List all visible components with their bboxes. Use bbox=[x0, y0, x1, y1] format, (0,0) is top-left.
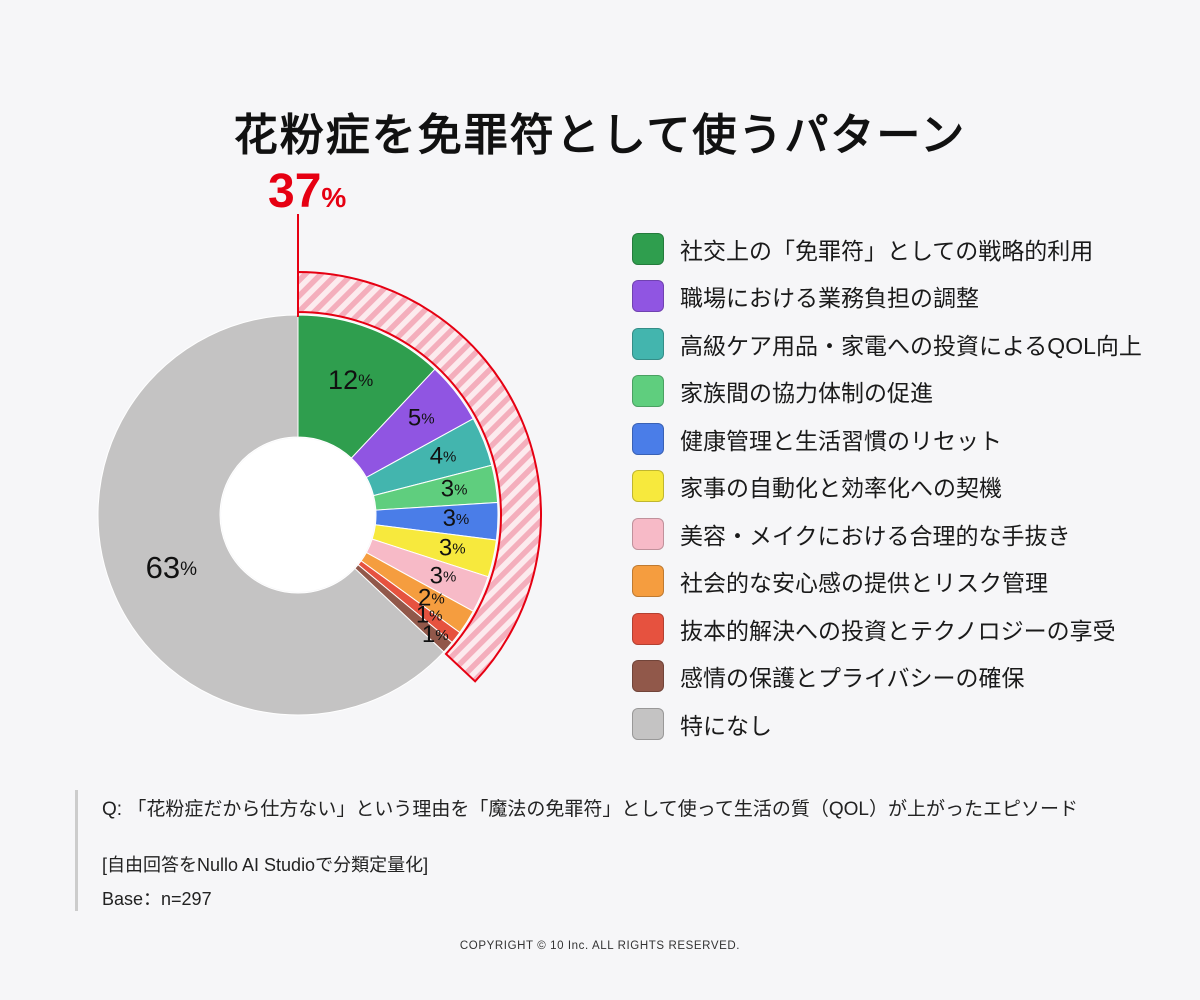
legend-swatch-6 bbox=[632, 517, 664, 550]
survey-method: [自由回答をNullo AI Studioで分類定量化] bbox=[102, 855, 429, 875]
legend-label-5: 家事の自動化と効率化への契機 bbox=[680, 475, 1002, 502]
legend-item-0: 社交上の「免罪符」としての戦略的利用 bbox=[632, 225, 1172, 273]
legend-swatch-4 bbox=[632, 422, 664, 455]
legend-swatch-5 bbox=[632, 470, 664, 503]
legend-item-8: 抜本的解決への投資とテクノロジーの享受 bbox=[632, 605, 1172, 653]
highlight-hatched-arc bbox=[297, 270, 542, 683]
donut-slices bbox=[97, 314, 499, 716]
legend-label-0: 社交上の「免罪符」としての戦略的利用 bbox=[680, 237, 1094, 264]
legend-label-9: 感情の保護とプライバシーの確保 bbox=[680, 665, 1025, 692]
slice-label-3: 3% bbox=[441, 476, 468, 503]
donut-slice-10 bbox=[97, 314, 445, 716]
legend-swatch-2 bbox=[632, 327, 664, 360]
legend-label-10: 特になし bbox=[680, 712, 772, 739]
chart-legend: 社交上の「免罪符」としての戦略的利用 職場における業務負担の調整高級ケア用品・家電… bbox=[632, 225, 1172, 748]
slice-label-1: 5% bbox=[408, 405, 435, 432]
legend-swatch-3 bbox=[632, 375, 664, 408]
footer-notes: Q: 「花粉症だから仕方ない」という理由を「魔法の免罪符」として使って生活の質（… bbox=[75, 790, 1102, 911]
legend-swatch-1 bbox=[632, 280, 664, 313]
slice-percent-labels: 12%5%4%3%3%3%3%2%1%1%63% bbox=[146, 365, 470, 648]
slice-label-2: 4% bbox=[430, 443, 457, 470]
legend-item-2: 高級ケア用品・家電への投資によるQOL向上 bbox=[632, 320, 1172, 368]
legend-label-1: 職場における業務負担の調整 bbox=[680, 285, 979, 312]
survey-question: Q: 「花粉症だから仕方ない」という理由を「魔法の免罪符」として使って生活の質（… bbox=[102, 799, 1078, 820]
slice-label-5: 3% bbox=[439, 535, 466, 562]
legend-item-7: 社会的な安心感の提供とリスク管理 bbox=[632, 558, 1172, 606]
legend-swatch-9 bbox=[632, 660, 664, 693]
highlight-percent-unit: % bbox=[321, 182, 347, 213]
legend-item-9: 感情の保護とプライバシーの確保 bbox=[632, 653, 1172, 701]
legend-swatch-0 bbox=[632, 232, 664, 265]
slice-label-7: 2% bbox=[418, 585, 445, 612]
donut-hole bbox=[221, 438, 375, 592]
legend-item-3: 家族間の協力体制の促進 bbox=[632, 368, 1172, 416]
highlight-percent-value: 37 bbox=[268, 165, 322, 218]
legend-swatch-10 bbox=[632, 707, 664, 740]
legend-swatch-7 bbox=[632, 565, 664, 598]
survey-base: Base：n=297 bbox=[102, 889, 212, 909]
donut-slice-0 bbox=[297, 314, 436, 459]
legend-label-2: 高級ケア用品・家電への投資によるQOL向上 bbox=[680, 332, 1142, 359]
slice-label-4: 3% bbox=[443, 505, 470, 532]
legend-item-1: 職場における業務負担の調整 bbox=[632, 273, 1172, 321]
page-title: 花粉症を免罪符として使うパターン bbox=[233, 111, 967, 161]
legend-swatch-8 bbox=[632, 612, 664, 645]
copyright-line: COPYRIGHT © 10 Inc. ALL RIGHTS RESERVED. bbox=[459, 940, 741, 952]
legend-item-6: 美容・メイクにおける合理的な手抜き bbox=[632, 510, 1172, 558]
legend-item-5: 家事の自動化と効率化への契機 bbox=[632, 463, 1172, 511]
slice-label-10: 63% bbox=[146, 550, 197, 585]
slice-label-9: 1% bbox=[422, 621, 449, 648]
legend-label-6: 美容・メイクにおける合理的な手抜き bbox=[680, 522, 1071, 549]
legend-label-3: 家族間の協力体制の促進 bbox=[680, 380, 933, 407]
legend-item-10: 特になし bbox=[632, 700, 1172, 748]
slice-label-6: 3% bbox=[430, 563, 457, 590]
slice-label-8: 1% bbox=[416, 602, 443, 629]
legend-item-4: 健康管理と生活習慣のリセット bbox=[632, 415, 1172, 463]
slice-label-0: 12% bbox=[328, 365, 373, 395]
legend-label-7: 社会的な安心感の提供とリスク管理 bbox=[680, 570, 1048, 597]
legend-label-8: 抜本的解決への投資とテクノロジーの享受 bbox=[680, 617, 1116, 644]
highlight-percent-callout: 37% bbox=[268, 164, 346, 219]
legend-label-4: 健康管理と生活習慣のリセット bbox=[680, 427, 1002, 454]
